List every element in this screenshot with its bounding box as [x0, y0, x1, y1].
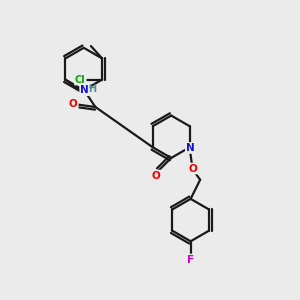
- Text: O: O: [69, 99, 78, 109]
- Text: O: O: [188, 164, 197, 173]
- Text: N: N: [186, 143, 194, 153]
- Text: N: N: [80, 85, 89, 95]
- Text: O: O: [152, 171, 160, 181]
- Text: H: H: [88, 84, 96, 94]
- Text: Cl: Cl: [75, 75, 86, 85]
- Text: F: F: [187, 254, 194, 265]
